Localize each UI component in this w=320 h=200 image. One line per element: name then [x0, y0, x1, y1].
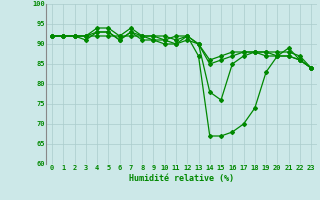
X-axis label: Humidité relative (%): Humidité relative (%) [129, 174, 234, 183]
